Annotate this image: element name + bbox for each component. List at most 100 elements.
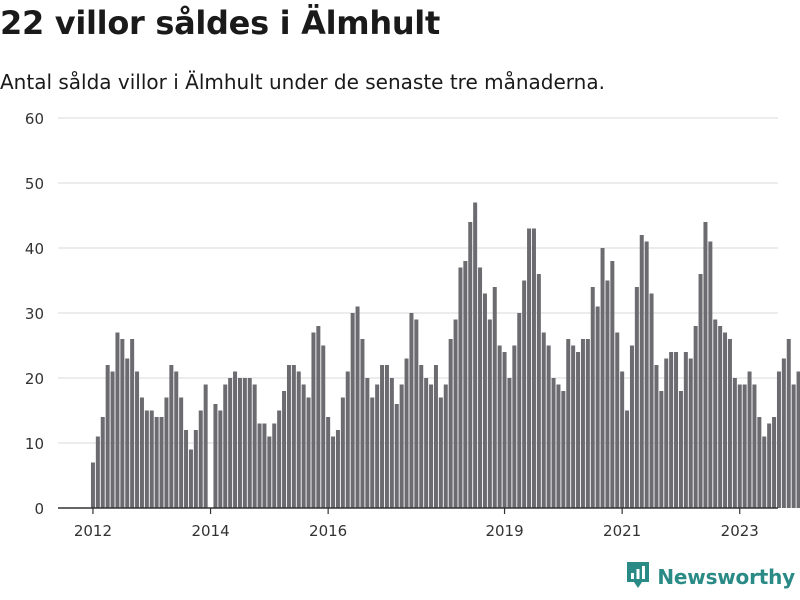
x-tick-label: 2019 bbox=[485, 522, 523, 540]
bar bbox=[767, 423, 772, 508]
y-tick-label: 20 bbox=[25, 370, 44, 388]
bar bbox=[384, 365, 389, 508]
bar bbox=[629, 345, 634, 508]
bar bbox=[125, 358, 130, 508]
bar bbox=[615, 332, 620, 508]
y-tick-label: 0 bbox=[34, 500, 44, 518]
bar bbox=[414, 319, 419, 508]
bar bbox=[625, 410, 630, 508]
bar bbox=[737, 384, 742, 508]
bar bbox=[551, 378, 556, 508]
bar bbox=[517, 313, 522, 508]
bar bbox=[228, 378, 233, 508]
bar bbox=[218, 410, 223, 508]
bar bbox=[502, 352, 507, 508]
bar bbox=[291, 365, 296, 508]
bar bbox=[556, 384, 561, 508]
bar bbox=[130, 339, 135, 508]
x-tick-label: 2012 bbox=[74, 522, 112, 540]
page-subtitle: Antal sålda villor i Älmhult under de se… bbox=[0, 70, 605, 94]
bar bbox=[252, 384, 257, 508]
bar bbox=[639, 235, 644, 508]
bar bbox=[424, 378, 429, 508]
bar bbox=[644, 241, 649, 508]
bar bbox=[487, 319, 492, 508]
bar bbox=[316, 326, 321, 508]
bar bbox=[463, 261, 468, 508]
x-tick-label: 2014 bbox=[191, 522, 229, 540]
bar bbox=[233, 371, 238, 508]
bar bbox=[350, 313, 355, 508]
bar bbox=[791, 384, 796, 508]
bar bbox=[360, 339, 365, 508]
x-tick-label: 2016 bbox=[309, 522, 347, 540]
bar bbox=[267, 436, 272, 508]
bar bbox=[90, 462, 95, 508]
bar bbox=[311, 332, 316, 508]
bar bbox=[576, 352, 581, 508]
bar bbox=[693, 326, 698, 508]
bar bbox=[522, 280, 527, 508]
bar bbox=[732, 378, 737, 508]
page-title: 22 villor såldes i Älmhult bbox=[0, 4, 440, 42]
bar bbox=[776, 371, 781, 508]
bar bbox=[174, 371, 179, 508]
bar bbox=[497, 345, 502, 508]
bar bbox=[507, 378, 512, 508]
bar bbox=[326, 417, 331, 508]
bar bbox=[708, 241, 713, 508]
bar bbox=[394, 404, 399, 508]
bar bbox=[453, 319, 458, 508]
bar bbox=[321, 345, 326, 508]
axes bbox=[58, 507, 778, 514]
bar bbox=[546, 345, 551, 508]
bar bbox=[198, 410, 203, 508]
bar bbox=[188, 449, 193, 508]
bar bbox=[149, 410, 154, 508]
bar bbox=[561, 391, 566, 508]
bar bbox=[752, 384, 757, 508]
bar bbox=[620, 371, 625, 508]
bar bbox=[703, 222, 708, 508]
newsworthy-brand[interactable]: Newsworthy bbox=[625, 560, 795, 594]
bar bbox=[247, 378, 252, 508]
y-tick-label: 50 bbox=[25, 175, 44, 193]
brand-name: Newsworthy bbox=[657, 565, 795, 589]
bar bbox=[159, 417, 164, 508]
bar bbox=[237, 378, 242, 508]
bar bbox=[331, 436, 336, 508]
bar bbox=[409, 313, 414, 508]
bar bbox=[536, 274, 541, 508]
bar bbox=[135, 371, 140, 508]
bar bbox=[355, 306, 360, 508]
x-tick-label: 2021 bbox=[603, 522, 641, 540]
bar bbox=[110, 371, 115, 508]
bar bbox=[105, 365, 110, 508]
bar bbox=[438, 397, 443, 508]
bar bbox=[727, 339, 732, 508]
bar bbox=[747, 371, 752, 508]
bar bbox=[448, 339, 453, 508]
bar bbox=[120, 339, 125, 508]
bar bbox=[713, 319, 718, 508]
bar bbox=[286, 365, 291, 508]
bar bbox=[786, 339, 791, 508]
bar bbox=[654, 365, 659, 508]
bar bbox=[649, 293, 654, 508]
bar bbox=[473, 202, 478, 508]
bar bbox=[478, 267, 483, 508]
bar bbox=[169, 365, 174, 508]
y-tick-label: 40 bbox=[25, 240, 44, 258]
newsworthy-logo-icon bbox=[625, 560, 651, 594]
bar bbox=[571, 345, 576, 508]
bar bbox=[566, 339, 571, 508]
bar bbox=[213, 404, 218, 508]
bars bbox=[90, 202, 800, 508]
bar bbox=[595, 306, 600, 508]
bar bbox=[742, 384, 747, 508]
bar bbox=[674, 352, 679, 508]
y-tick-label: 10 bbox=[25, 435, 44, 453]
bar bbox=[223, 384, 228, 508]
bar bbox=[772, 417, 777, 508]
